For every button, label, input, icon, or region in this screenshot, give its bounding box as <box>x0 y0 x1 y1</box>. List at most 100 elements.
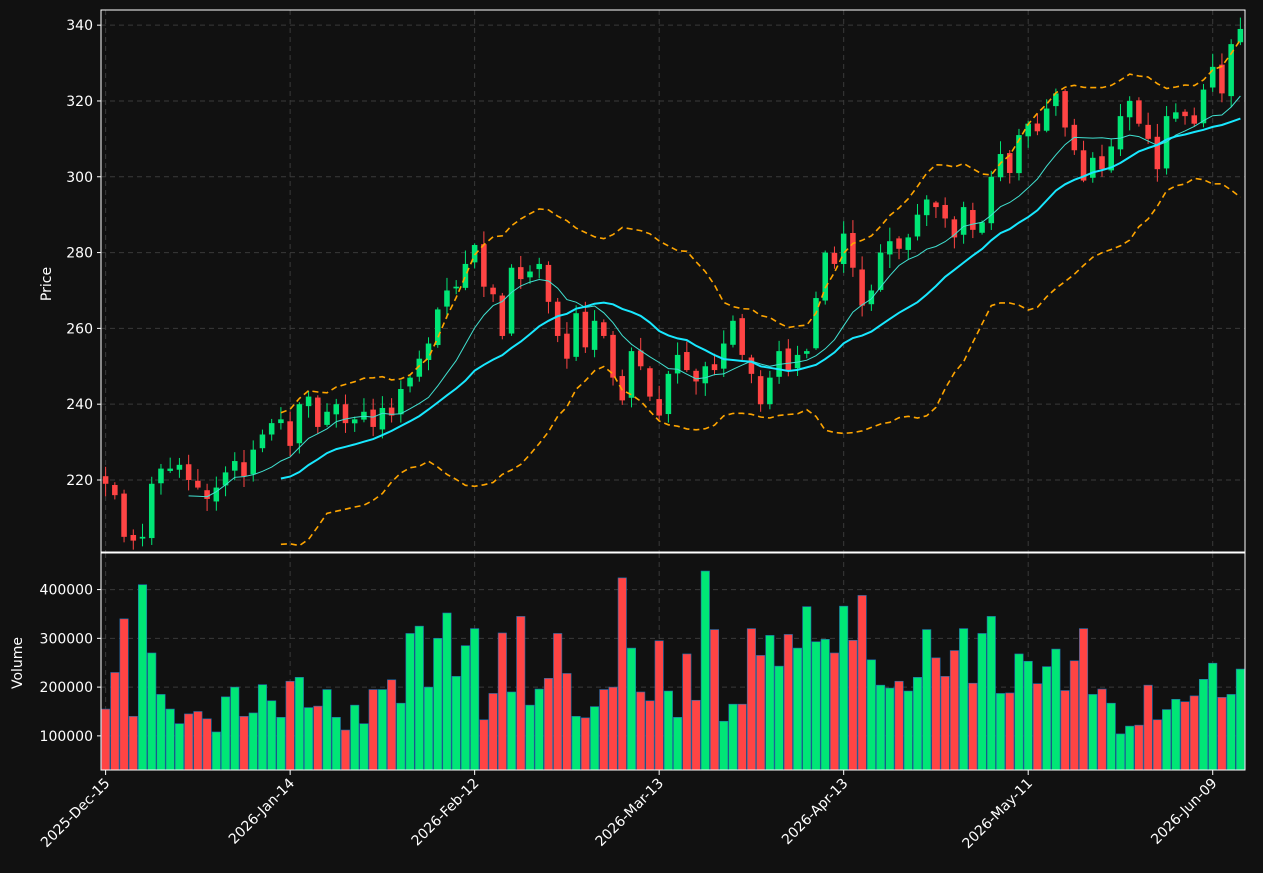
volume-bar <box>876 684 886 771</box>
candle-body <box>877 252 884 290</box>
candle-body <box>102 476 109 484</box>
candle-body <box>379 407 386 430</box>
candle <box>988 170 995 230</box>
volume-bar <box>737 703 747 771</box>
volume-bar <box>590 706 600 771</box>
volume-bar <box>940 676 950 771</box>
candle <box>1154 123 1161 182</box>
price-tick-label: 220 <box>66 473 93 489</box>
candle-body <box>1006 153 1013 173</box>
candle <box>739 313 745 361</box>
volume-bar <box>1079 628 1089 771</box>
volume-bar <box>820 639 830 771</box>
candle <box>794 345 801 376</box>
candle-body <box>730 320 736 345</box>
candle <box>1173 103 1179 122</box>
volume-bar <box>433 638 443 771</box>
candle-body <box>573 313 579 357</box>
volume-bar <box>313 705 323 771</box>
candle <box>887 227 893 269</box>
volume-bar <box>165 708 175 771</box>
candle-body <box>407 377 413 387</box>
candle-body <box>185 464 192 480</box>
candle <box>536 257 542 279</box>
candle-body <box>158 468 164 484</box>
candle <box>767 370 773 410</box>
candle-body <box>518 267 524 280</box>
candle <box>232 452 238 481</box>
candle <box>1219 53 1225 103</box>
candle-body <box>637 350 644 367</box>
volume-bar <box>959 628 969 771</box>
candle <box>305 390 312 418</box>
candle-body <box>674 354 681 374</box>
candle <box>951 216 958 249</box>
volume-bar <box>673 717 683 771</box>
candle-body <box>1228 44 1234 97</box>
candle <box>573 305 579 361</box>
candle <box>619 369 626 405</box>
candle-body <box>859 269 865 306</box>
candle <box>351 416 358 432</box>
candle <box>1145 112 1151 144</box>
candle-body <box>1237 28 1244 43</box>
candle-body <box>767 377 773 405</box>
volume-bar <box>682 653 692 771</box>
volume-bar <box>839 605 849 771</box>
candle <box>361 398 367 423</box>
ma-slow-line <box>280 117 1241 480</box>
candle <box>647 366 653 402</box>
price-tick-label: 320 <box>66 94 93 110</box>
candle <box>720 330 727 377</box>
candle <box>453 280 459 295</box>
volume-bar <box>866 659 876 771</box>
volume-bar <box>553 633 563 771</box>
volume-bar <box>442 612 452 771</box>
candle-body <box>434 309 441 346</box>
volume-bar <box>1198 678 1208 771</box>
volume-bar <box>239 716 249 771</box>
candle <box>278 407 284 430</box>
candle-body <box>176 464 183 470</box>
volume-bar <box>968 682 978 771</box>
volume-bar <box>147 652 157 771</box>
candle <box>979 220 985 235</box>
candle <box>868 284 875 311</box>
candle-body <box>1099 156 1105 170</box>
volume-bar <box>1208 662 1218 771</box>
volume-bar <box>728 703 738 771</box>
volume-bar <box>848 639 858 771</box>
candle <box>665 370 672 423</box>
candle <box>481 231 487 298</box>
volume-bar <box>1005 692 1015 771</box>
candle <box>204 483 210 511</box>
volume-bar <box>599 689 609 771</box>
volume-panel <box>101 570 1245 771</box>
candle-body <box>905 237 912 250</box>
candle <box>398 380 404 423</box>
candle <box>1090 152 1096 183</box>
candle <box>425 337 432 371</box>
volume-bar <box>368 689 378 771</box>
price-tick-label: 240 <box>66 397 93 413</box>
candle <box>139 523 146 547</box>
volume-bar <box>110 672 120 771</box>
volume-bar <box>617 577 627 771</box>
volume-bar <box>783 634 793 771</box>
candle-body <box>997 154 1004 178</box>
candle-body <box>693 370 699 382</box>
volume-bar <box>949 650 959 771</box>
candle <box>601 319 607 339</box>
candle <box>942 197 948 228</box>
candle-body <box>822 252 828 301</box>
candle <box>241 449 247 488</box>
volume-bar <box>986 616 996 771</box>
volume-bar <box>470 628 480 771</box>
candle <box>674 342 681 384</box>
volume-bar <box>1143 684 1153 771</box>
volume-bar <box>267 700 277 771</box>
candle-body <box>388 407 395 416</box>
candle-body <box>1145 124 1151 139</box>
candle-body <box>287 421 293 446</box>
candle <box>877 244 884 292</box>
